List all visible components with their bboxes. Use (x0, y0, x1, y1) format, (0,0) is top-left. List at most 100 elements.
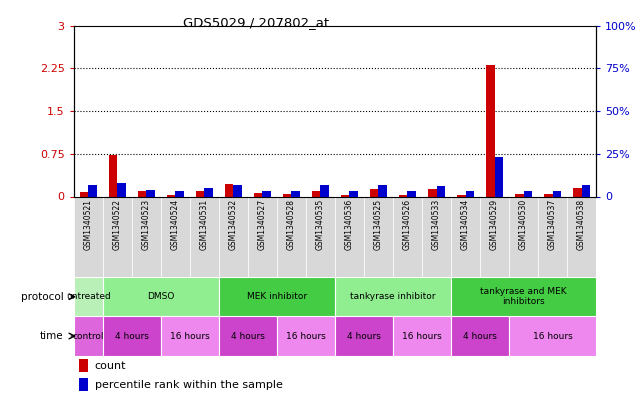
FancyBboxPatch shape (451, 277, 596, 316)
Text: time: time (40, 331, 63, 341)
Text: DMSO: DMSO (147, 292, 174, 301)
Bar (457, 195, 465, 196)
Bar (196, 191, 204, 196)
Bar (378, 185, 387, 196)
FancyBboxPatch shape (393, 316, 451, 356)
Text: GSM1340537: GSM1340537 (548, 199, 557, 250)
FancyBboxPatch shape (74, 316, 103, 356)
Text: protocol: protocol (21, 292, 63, 302)
Text: GSM1340538: GSM1340538 (577, 199, 586, 250)
Bar (108, 156, 117, 196)
Text: percentile rank within the sample: percentile rank within the sample (95, 380, 283, 390)
Bar (79, 378, 88, 391)
Text: GSM1340524: GSM1340524 (171, 199, 179, 250)
Bar (283, 194, 292, 196)
FancyBboxPatch shape (103, 277, 219, 316)
Bar (408, 191, 416, 196)
FancyBboxPatch shape (74, 277, 103, 316)
Text: count: count (95, 361, 126, 371)
FancyBboxPatch shape (306, 196, 335, 277)
Bar (233, 185, 242, 196)
Bar (204, 188, 213, 196)
FancyBboxPatch shape (248, 196, 277, 277)
FancyBboxPatch shape (364, 196, 393, 277)
Bar (524, 191, 532, 196)
Text: 16 hours: 16 hours (286, 332, 326, 340)
FancyBboxPatch shape (103, 316, 161, 356)
FancyBboxPatch shape (161, 316, 219, 356)
Text: 16 hours: 16 hours (533, 332, 572, 340)
Bar (79, 359, 88, 373)
Bar (349, 191, 358, 196)
Bar (437, 186, 445, 196)
FancyBboxPatch shape (190, 196, 219, 277)
FancyBboxPatch shape (103, 196, 132, 277)
Text: GSM1340527: GSM1340527 (258, 199, 267, 250)
Text: GSM1340522: GSM1340522 (113, 199, 122, 250)
FancyBboxPatch shape (277, 316, 335, 356)
Text: GSM1340531: GSM1340531 (200, 199, 209, 250)
Bar (138, 191, 146, 196)
FancyBboxPatch shape (422, 196, 451, 277)
FancyBboxPatch shape (219, 316, 277, 356)
Text: GSM1340526: GSM1340526 (403, 199, 412, 250)
Text: 4 hours: 4 hours (231, 332, 265, 340)
Bar (544, 194, 553, 196)
Bar (553, 191, 562, 196)
FancyBboxPatch shape (161, 196, 190, 277)
FancyBboxPatch shape (132, 196, 161, 277)
Text: 16 hours: 16 hours (170, 332, 210, 340)
Text: GSM1340534: GSM1340534 (461, 199, 470, 250)
Text: GSM1340521: GSM1340521 (84, 199, 93, 250)
Bar (79, 192, 88, 196)
Text: 4 hours: 4 hours (463, 332, 497, 340)
Text: GSM1340525: GSM1340525 (374, 199, 383, 250)
FancyBboxPatch shape (480, 196, 509, 277)
FancyBboxPatch shape (335, 316, 393, 356)
FancyBboxPatch shape (335, 196, 364, 277)
Text: 4 hours: 4 hours (115, 332, 149, 340)
Bar (320, 185, 329, 196)
Bar (370, 189, 378, 196)
Bar (88, 185, 97, 196)
FancyBboxPatch shape (509, 196, 538, 277)
Bar (117, 183, 126, 196)
Text: MEK inhibitor: MEK inhibitor (247, 292, 307, 301)
Bar (495, 157, 503, 196)
Text: GDS5029 / 207802_at: GDS5029 / 207802_at (183, 16, 329, 29)
FancyBboxPatch shape (538, 196, 567, 277)
Text: control: control (72, 332, 104, 340)
Bar (167, 195, 175, 196)
Bar (581, 185, 590, 196)
FancyBboxPatch shape (451, 316, 509, 356)
FancyBboxPatch shape (219, 277, 335, 316)
Bar (515, 194, 524, 196)
Bar (312, 191, 320, 196)
FancyBboxPatch shape (509, 316, 596, 356)
Text: untreated: untreated (66, 292, 111, 301)
FancyBboxPatch shape (451, 196, 480, 277)
Bar (224, 184, 233, 196)
Bar (341, 195, 349, 196)
Bar (175, 191, 184, 196)
Bar (486, 65, 495, 196)
Bar (428, 189, 437, 196)
Text: GSM1340529: GSM1340529 (490, 199, 499, 250)
Text: GSM1340533: GSM1340533 (432, 199, 441, 250)
Bar (399, 195, 408, 196)
Text: tankyrase and MEK
inhibitors: tankyrase and MEK inhibitors (480, 287, 567, 307)
Bar (573, 188, 581, 196)
Text: 16 hours: 16 hours (402, 332, 442, 340)
Bar (254, 193, 262, 196)
FancyBboxPatch shape (567, 196, 596, 277)
FancyBboxPatch shape (74, 196, 103, 277)
Text: 4 hours: 4 hours (347, 332, 381, 340)
FancyBboxPatch shape (393, 196, 422, 277)
FancyBboxPatch shape (277, 196, 306, 277)
Text: GSM1340528: GSM1340528 (287, 199, 296, 250)
Text: GSM1340536: GSM1340536 (345, 199, 354, 250)
Text: GSM1340535: GSM1340535 (316, 199, 325, 250)
Bar (292, 191, 300, 196)
Text: GSM1340523: GSM1340523 (142, 199, 151, 250)
FancyBboxPatch shape (219, 196, 248, 277)
